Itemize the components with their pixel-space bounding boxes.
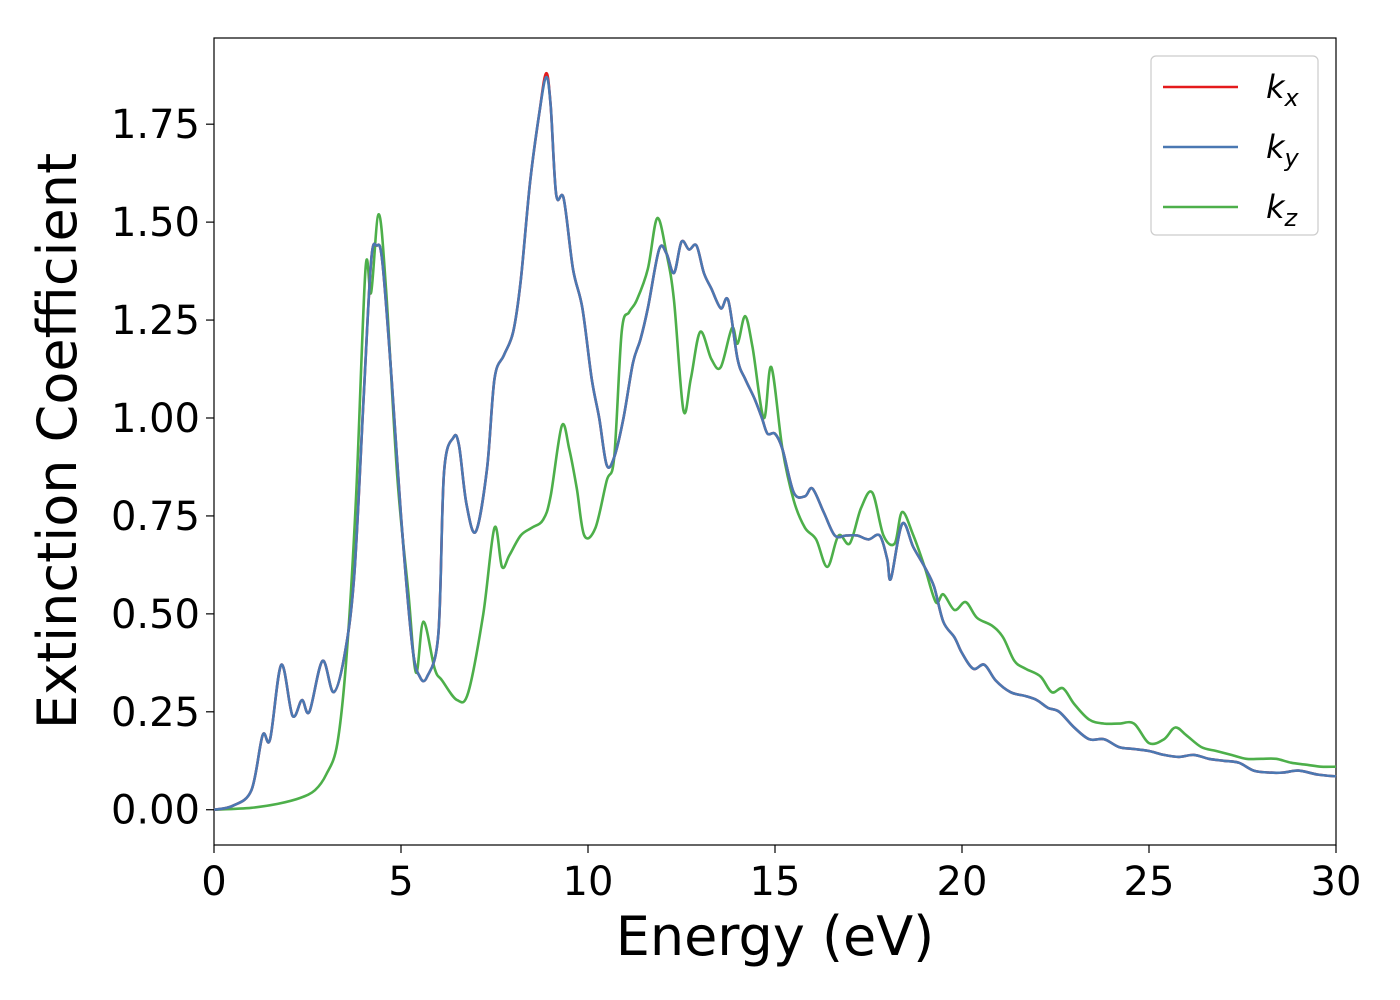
y-tick-label: 0.00 [111, 788, 200, 834]
y-tick-label: 0.50 [111, 592, 200, 638]
y-axis-ticks: 0.00 0.25 0.50 0.75 1.00 1.25 1.50 1.75 [111, 102, 214, 834]
x-tick-label: 20 [937, 859, 988, 905]
y-tick-label: 0.25 [111, 690, 200, 736]
y-axis-label: Extinction Coefficient [26, 153, 89, 729]
legend-label-k-y: ky [1266, 128, 1300, 172]
legend-box [1150, 55, 1319, 236]
x-tick-label: 30 [1311, 859, 1362, 905]
x-tick-label: 10 [563, 859, 614, 905]
x-axis-ticks: 0 5 10 15 20 25 30 [201, 845, 1361, 905]
y-tick-label: 1.25 [111, 298, 200, 344]
legend: kx ky kz [1150, 55, 1319, 236]
x-tick-label: 25 [1124, 859, 1175, 905]
y-tick-label: 1.50 [111, 200, 200, 246]
legend-label-k-z: kz [1266, 188, 1299, 232]
y-tick-label: 1.00 [111, 396, 200, 442]
x-axis-label: Energy (eV) [616, 905, 935, 968]
y-tick-label: 0.75 [111, 494, 200, 540]
x-tick-label: 15 [750, 859, 801, 905]
x-tick-label: 5 [388, 859, 413, 905]
legend-label-k-x: kx [1266, 68, 1300, 112]
x-tick-label: 0 [201, 859, 226, 905]
series-layer [213, 71, 1337, 811]
series-line-k-y [213, 75, 1337, 811]
y-tick-label: 1.75 [111, 102, 200, 148]
series-line-k-z [213, 212, 1337, 811]
